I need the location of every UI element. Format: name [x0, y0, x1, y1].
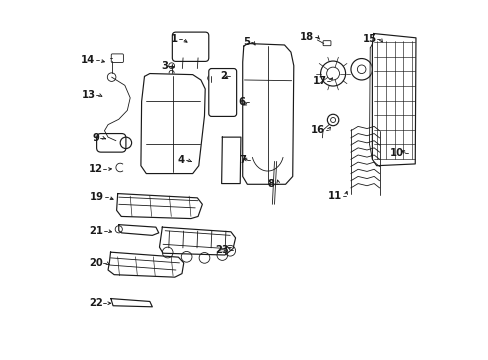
Polygon shape [119, 225, 159, 235]
Text: 16: 16 [310, 125, 324, 135]
Text: 8: 8 [267, 179, 274, 189]
Polygon shape [221, 137, 241, 184]
Polygon shape [108, 252, 183, 277]
FancyBboxPatch shape [172, 32, 208, 62]
Text: 20: 20 [89, 258, 102, 268]
Polygon shape [116, 194, 202, 219]
Text: 17: 17 [312, 76, 326, 86]
Text: 10: 10 [389, 148, 404, 158]
Text: 13: 13 [81, 90, 95, 100]
Polygon shape [111, 298, 152, 307]
FancyBboxPatch shape [97, 134, 125, 152]
Text: 5: 5 [243, 37, 249, 48]
Text: 21: 21 [89, 226, 103, 236]
Text: 19: 19 [90, 192, 104, 202]
Text: 18: 18 [300, 32, 313, 42]
FancyBboxPatch shape [111, 54, 123, 63]
Text: 12: 12 [88, 164, 102, 174]
Polygon shape [159, 227, 235, 255]
Text: 1: 1 [171, 34, 178, 44]
Text: 2: 2 [219, 71, 226, 81]
Text: 3: 3 [161, 62, 167, 71]
FancyBboxPatch shape [208, 68, 236, 116]
Polygon shape [372, 33, 415, 166]
Text: 6: 6 [238, 97, 245, 107]
Text: 11: 11 [327, 191, 341, 201]
Text: 15: 15 [362, 34, 376, 44]
Text: 14: 14 [81, 55, 95, 65]
FancyBboxPatch shape [323, 41, 330, 46]
Text: 22: 22 [89, 298, 102, 308]
Text: 9: 9 [92, 133, 99, 143]
Polygon shape [141, 73, 205, 174]
Text: 7: 7 [239, 156, 246, 165]
Text: 23: 23 [215, 245, 229, 255]
Text: 4: 4 [177, 156, 184, 165]
Polygon shape [242, 44, 293, 184]
